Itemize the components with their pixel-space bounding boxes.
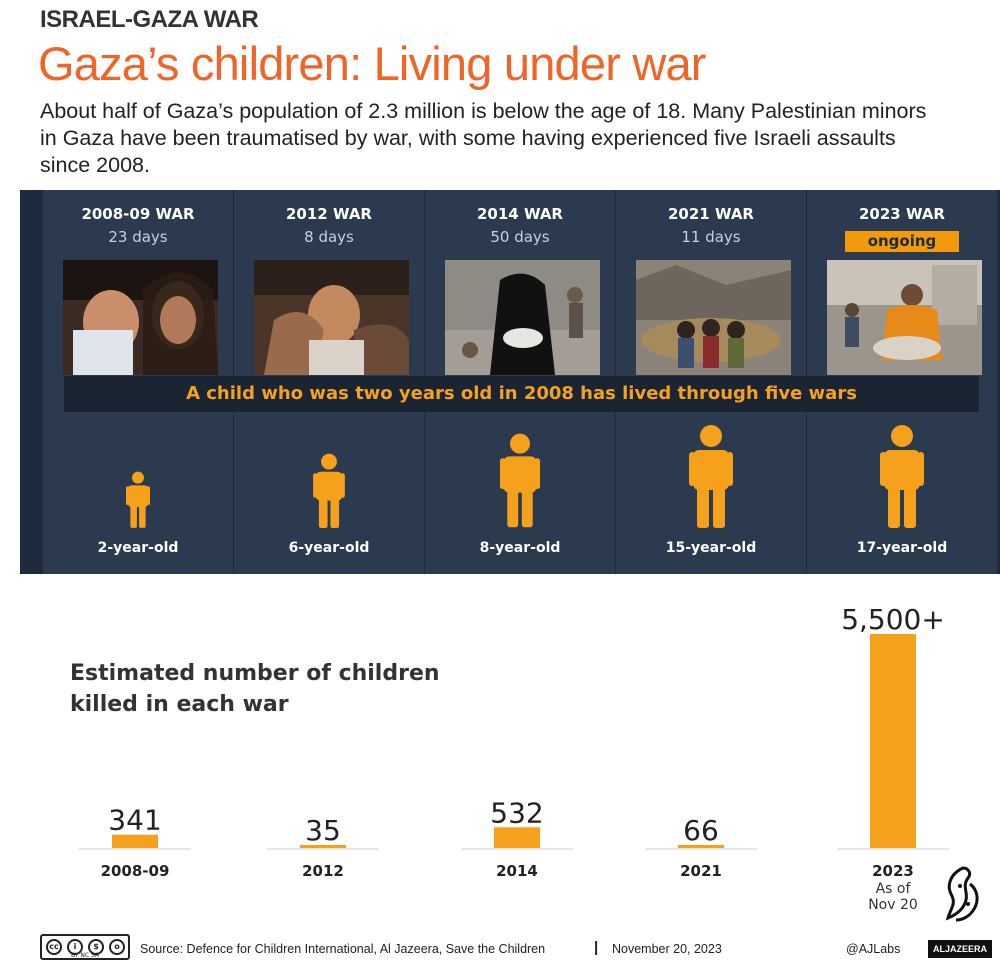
footer-separator: |: [594, 939, 599, 956]
source-text: Source: Defence for Children Internation…: [140, 942, 546, 956]
war-photo: [827, 260, 982, 375]
child-figure-icon: [234, 453, 424, 528]
category-label: 2008-09: [101, 862, 170, 880]
war-title: 2023 WAR: [858, 205, 945, 223]
war-photo: [636, 260, 791, 375]
children-killed-bar-chart: 341 2008-09 35 2012 532 2014 66 2021 5,500+ 2023A…: [79, 603, 949, 913]
child-figure-icon: [425, 432, 615, 528]
bar: [678, 845, 724, 848]
category-label: 2021: [680, 862, 722, 880]
intro-text: About half of Gaza’s population of 2.3 m…: [40, 99, 927, 177]
bar: [870, 634, 916, 848]
war-title: 2014 WAR: [476, 205, 563, 223]
child-figure-icon: [616, 424, 806, 528]
war-title: 2021 WAR: [667, 205, 754, 223]
ajlabs-handle: @AJLabs: [846, 942, 901, 956]
creative-commons-icon: cc i $ o BY NC SA: [40, 934, 130, 960]
war-photo: [254, 260, 409, 375]
war-title: 2008-09 WAR: [81, 205, 195, 223]
war-photo: [445, 260, 600, 375]
war-duration: 11 days: [681, 228, 741, 246]
age-label: 15-year-old: [665, 540, 757, 556]
kicker: ISRAEL-GAZA WAR: [40, 6, 259, 33]
age-label: 8-year-old: [479, 540, 561, 556]
cc-license-label: BY NC SA: [71, 952, 99, 959]
bar: [494, 827, 540, 848]
age-label: 17-year-old: [856, 540, 948, 556]
wars-panel: 2008-09 WAR 23 days 2-year-old 2012 WAR …: [20, 190, 1000, 574]
bar: [300, 845, 346, 848]
chart-title: Estimated number of children killed in e…: [70, 661, 440, 717]
page-title: Gaza’s children: Living under war: [38, 37, 706, 90]
value-label: 5,500+: [841, 603, 945, 636]
category-label: 2023: [872, 862, 914, 880]
war-duration: 8 days: [304, 228, 354, 246]
child-figure-icon: [43, 471, 233, 528]
value-label: 66: [683, 814, 719, 847]
war-duration: 50 days: [490, 228, 550, 246]
category-label: 2014: [496, 862, 538, 880]
child-figure-icon: [807, 424, 997, 528]
age-label: 2-year-old: [97, 540, 179, 556]
category-note: Nov 20: [868, 897, 918, 913]
war-title: 2012 WAR: [285, 205, 372, 223]
footer: cc i $ o BY NC SA Source: Defence for Ch…: [0, 866, 1000, 971]
war-duration: 23 days: [108, 228, 168, 246]
age-label: 6-year-old: [288, 540, 370, 556]
war-column-2012: 2012 WAR 8 days 6-year-old: [234, 190, 424, 574]
category-label: 2012: [302, 862, 344, 880]
value-label: 341: [108, 804, 161, 837]
publish-date: November 20, 2023: [612, 942, 722, 956]
value-label: 35: [305, 814, 341, 847]
al-jazeera-wordmark: ALJAZEERA: [928, 940, 992, 958]
bar: [112, 834, 158, 848]
five-wars-banner: A child who was two years old in 2008 ha…: [64, 376, 979, 412]
war-photo: [63, 260, 218, 375]
al-jazeera-logo-icon: [945, 866, 979, 922]
category-note: As of: [876, 881, 912, 897]
status-badge: ongoing: [845, 231, 959, 252]
value-label: 532: [490, 796, 543, 829]
